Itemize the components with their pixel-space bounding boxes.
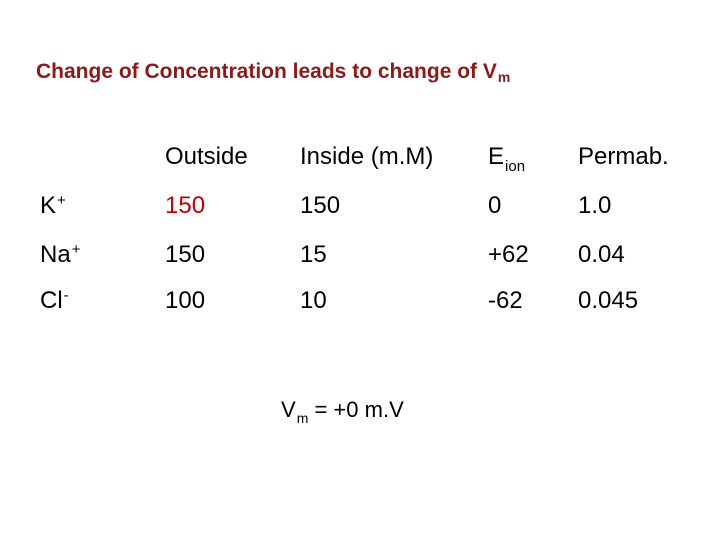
row-na-inside: 15 <box>300 241 327 268</box>
header-inside: Inside (m.M) <box>300 143 434 170</box>
membrane-potential-result: Vm = +0 m.V <box>281 397 404 426</box>
row-na-ion-charge: + <box>71 241 81 258</box>
slide-title-text: Change of Concentration leads to change … <box>36 60 497 83</box>
vm-subscript: m <box>296 410 309 426</box>
row-k-inside: 150 <box>300 192 341 219</box>
header-eion: Eion <box>488 143 525 175</box>
header-outside: Outside <box>165 143 248 170</box>
slide-title: Change of Concentration leads to change … <box>36 60 510 85</box>
slide-title-subscript: m <box>497 69 511 85</box>
row-cl-eion: -62 <box>488 287 523 314</box>
row-k-permab: 1.0 <box>578 192 612 219</box>
row-k-outside: 150 <box>165 192 206 219</box>
row-k-eion: 0 <box>488 192 502 219</box>
row-cl-permab: 0.045 <box>578 287 639 314</box>
row-k-ion-symbol: K <box>40 192 57 219</box>
row-k-ion: K+ <box>40 192 66 220</box>
row-na-ion-symbol: Na <box>40 241 71 268</box>
header-permab: Permab. <box>578 143 669 170</box>
vm-value: = +0 m.V <box>308 397 404 422</box>
header-eion-subscript: ion <box>505 158 526 175</box>
row-na-eion: +62 <box>488 241 529 268</box>
row-na-outside: 150 <box>165 241 206 268</box>
row-na-permab: 0.04 <box>578 241 625 268</box>
row-cl-outside: 100 <box>165 287 206 314</box>
row-cl-inside: 10 <box>300 287 327 314</box>
row-cl-ion-charge: - <box>63 287 69 304</box>
vm-symbol: V <box>281 397 296 422</box>
row-na-ion: Na+ <box>40 241 80 269</box>
row-cl-ion: Cl- <box>40 287 69 315</box>
row-k-ion-charge: + <box>57 192 66 209</box>
row-cl-ion-symbol: Cl <box>40 287 63 314</box>
header-eion-main: E <box>488 143 505 170</box>
